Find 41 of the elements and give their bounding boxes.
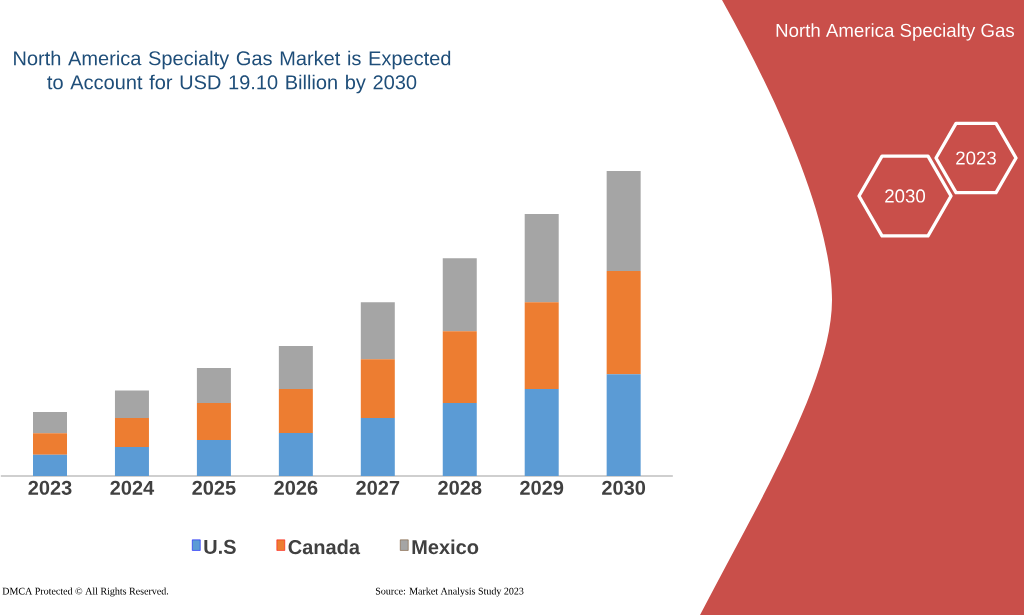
bar (524, 302, 559, 390)
source-note: Source: Market Analysis Study 2023 (375, 587, 524, 597)
bar (606, 271, 641, 375)
text: 2023 (956, 151, 996, 165)
x-tick-label: 2030 (602, 480, 646, 495)
bar (524, 389, 559, 476)
bar (114, 390, 149, 419)
x-tick-label: 2025 (192, 480, 236, 495)
bar (278, 389, 313, 433)
bar (606, 171, 641, 272)
bar (278, 432, 313, 476)
x-tick-label: 2028 (438, 480, 482, 495)
text: DMCA Protected © All Rights Reserved. (2, 587, 169, 597)
bar (442, 403, 477, 476)
text: 2030 (885, 189, 926, 203)
bar (360, 302, 395, 360)
bar (442, 258, 477, 332)
bar (196, 440, 231, 476)
bar (33, 411, 67, 434)
legend-label: Canada (288, 539, 361, 555)
bar (33, 433, 67, 455)
x-tick-label: 2023 (28, 480, 72, 495)
bar (278, 346, 313, 390)
chart-title: North America Specialty Gas Market is Expected to Account for USD 19.10 Billion by 2030 (14, 50, 451, 94)
bar (114, 447, 149, 476)
bar (196, 403, 231, 441)
bar (33, 454, 67, 476)
text: North America Specialty Gas (776, 23, 1015, 41)
bar (196, 368, 231, 404)
legend-label: U.S (204, 539, 236, 554)
bar (606, 374, 641, 476)
bar (524, 214, 559, 303)
bar (360, 418, 395, 476)
x-tick-label: 2024 (110, 480, 155, 495)
bar (360, 359, 395, 419)
bar (442, 331, 477, 404)
x-tick-label: 2027 (356, 480, 400, 495)
x-tick-label: 2026 (274, 480, 318, 495)
bar (114, 418, 149, 448)
x-tick-label: 2029 (520, 480, 564, 495)
legend-label: Mexico (412, 539, 479, 555)
